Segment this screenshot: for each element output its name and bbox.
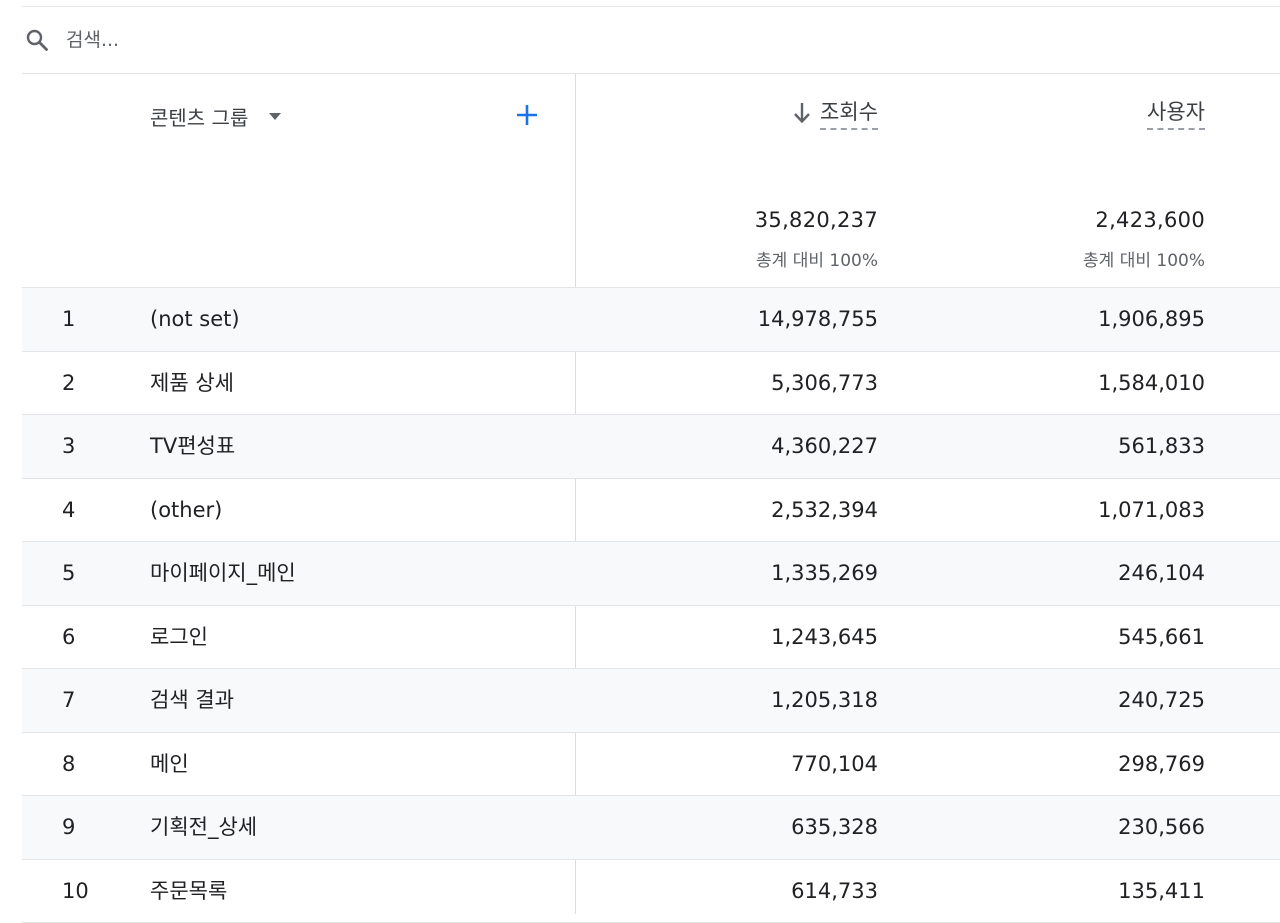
row-name[interactable]: 메인 [150,733,189,795]
table-row[interactable]: 8 메인 770,104 298,769 [22,733,1280,797]
add-dimension-button[interactable] [514,102,540,128]
total-users-pct: 총계 대비 100% [1083,246,1205,271]
metric-header-views[interactable]: 조회수 [792,96,878,130]
row-views: 1,243,645 [771,606,878,668]
row-index: 2 [62,352,75,414]
row-index: 5 [62,542,75,604]
table-row[interactable]: 4 (other) 2,532,394 1,071,083 [22,479,1280,543]
caret-down-icon[interactable] [268,112,282,122]
row-name[interactable]: (not set) [150,288,240,350]
row-users: 1,071,083 [1098,479,1205,541]
row-views: 1,335,269 [771,542,878,604]
row-name[interactable]: 기획전_상세 [150,796,257,858]
report-table: 콘텐츠 그룹 조회수 사용자 35,820,237 [22,74,1280,923]
search-bar [22,7,1280,74]
total-users: 2,423,600 총계 대비 100% [1083,208,1205,271]
row-name[interactable]: 검색 결과 [150,669,234,731]
total-views-pct: 총계 대비 100% [755,246,878,271]
row-name[interactable]: (other) [150,479,222,541]
search-icon [24,27,50,53]
table-row[interactable]: 10 주문목록 614,733 135,411 [22,860,1280,923]
table-row[interactable]: 3 TV편성표 4,360,227 561,833 [22,415,1280,479]
metric-label-views[interactable]: 조회수 [820,96,878,130]
metric-header-users[interactable]: 사용자 [1147,96,1205,130]
row-views: 770,104 [791,733,878,795]
row-users: 240,725 [1118,669,1205,731]
row-views: 4,360,227 [771,415,878,477]
table-header: 콘텐츠 그룹 조회수 사용자 35,820,237 [22,74,1280,288]
table-row[interactable]: 6 로그인 1,243,645 545,661 [22,606,1280,670]
row-users: 1,584,010 [1098,352,1205,414]
total-users-value: 2,423,600 [1083,208,1205,232]
row-name[interactable]: TV편성표 [150,415,235,477]
row-users: 135,411 [1118,860,1205,922]
row-users: 298,769 [1118,733,1205,795]
row-index: 10 [62,860,89,922]
row-views: 5,306,773 [771,352,878,414]
plus-icon [515,103,539,127]
table-row[interactable]: 7 검색 결과 1,205,318 240,725 [22,669,1280,733]
dimension-header-label: 콘텐츠 그룹 [150,102,248,131]
row-index: 1 [62,288,75,350]
row-name[interactable]: 제품 상세 [150,352,234,414]
dimension-header[interactable]: 콘텐츠 그룹 [150,102,282,131]
row-index: 7 [62,669,75,731]
row-views: 2,532,394 [771,479,878,541]
row-users: 561,833 [1118,415,1205,477]
table-row[interactable]: 9 기획전_상세 635,328 230,566 [22,796,1280,860]
row-index: 6 [62,606,75,668]
row-views: 635,328 [791,796,878,858]
table-row[interactable]: 2 제품 상세 5,306,773 1,584,010 [22,352,1280,416]
row-users: 545,661 [1118,606,1205,668]
row-index: 8 [62,733,75,795]
table-row[interactable]: 1 (not set) 14,978,755 1,906,895 [22,288,1280,352]
row-users: 246,104 [1118,542,1205,604]
total-views-value: 35,820,237 [755,208,878,232]
row-name[interactable]: 주문목록 [150,860,227,922]
search-input[interactable] [66,29,666,51]
row-views: 614,733 [791,860,878,922]
row-name[interactable]: 로그인 [150,606,208,668]
total-views: 35,820,237 총계 대비 100% [755,208,878,271]
row-views: 1,205,318 [771,669,878,731]
row-index: 4 [62,479,75,541]
row-index: 3 [62,415,75,477]
row-name[interactable]: 마이페이지_메인 [150,542,296,604]
row-users: 230,566 [1118,796,1205,858]
row-users: 1,906,895 [1098,288,1205,350]
arrow-down-icon [792,101,812,125]
metric-label-users[interactable]: 사용자 [1147,96,1205,130]
table-row[interactable]: 5 마이페이지_메인 1,335,269 246,104 [22,542,1280,606]
row-index: 9 [62,796,75,858]
row-views: 14,978,755 [758,288,878,350]
